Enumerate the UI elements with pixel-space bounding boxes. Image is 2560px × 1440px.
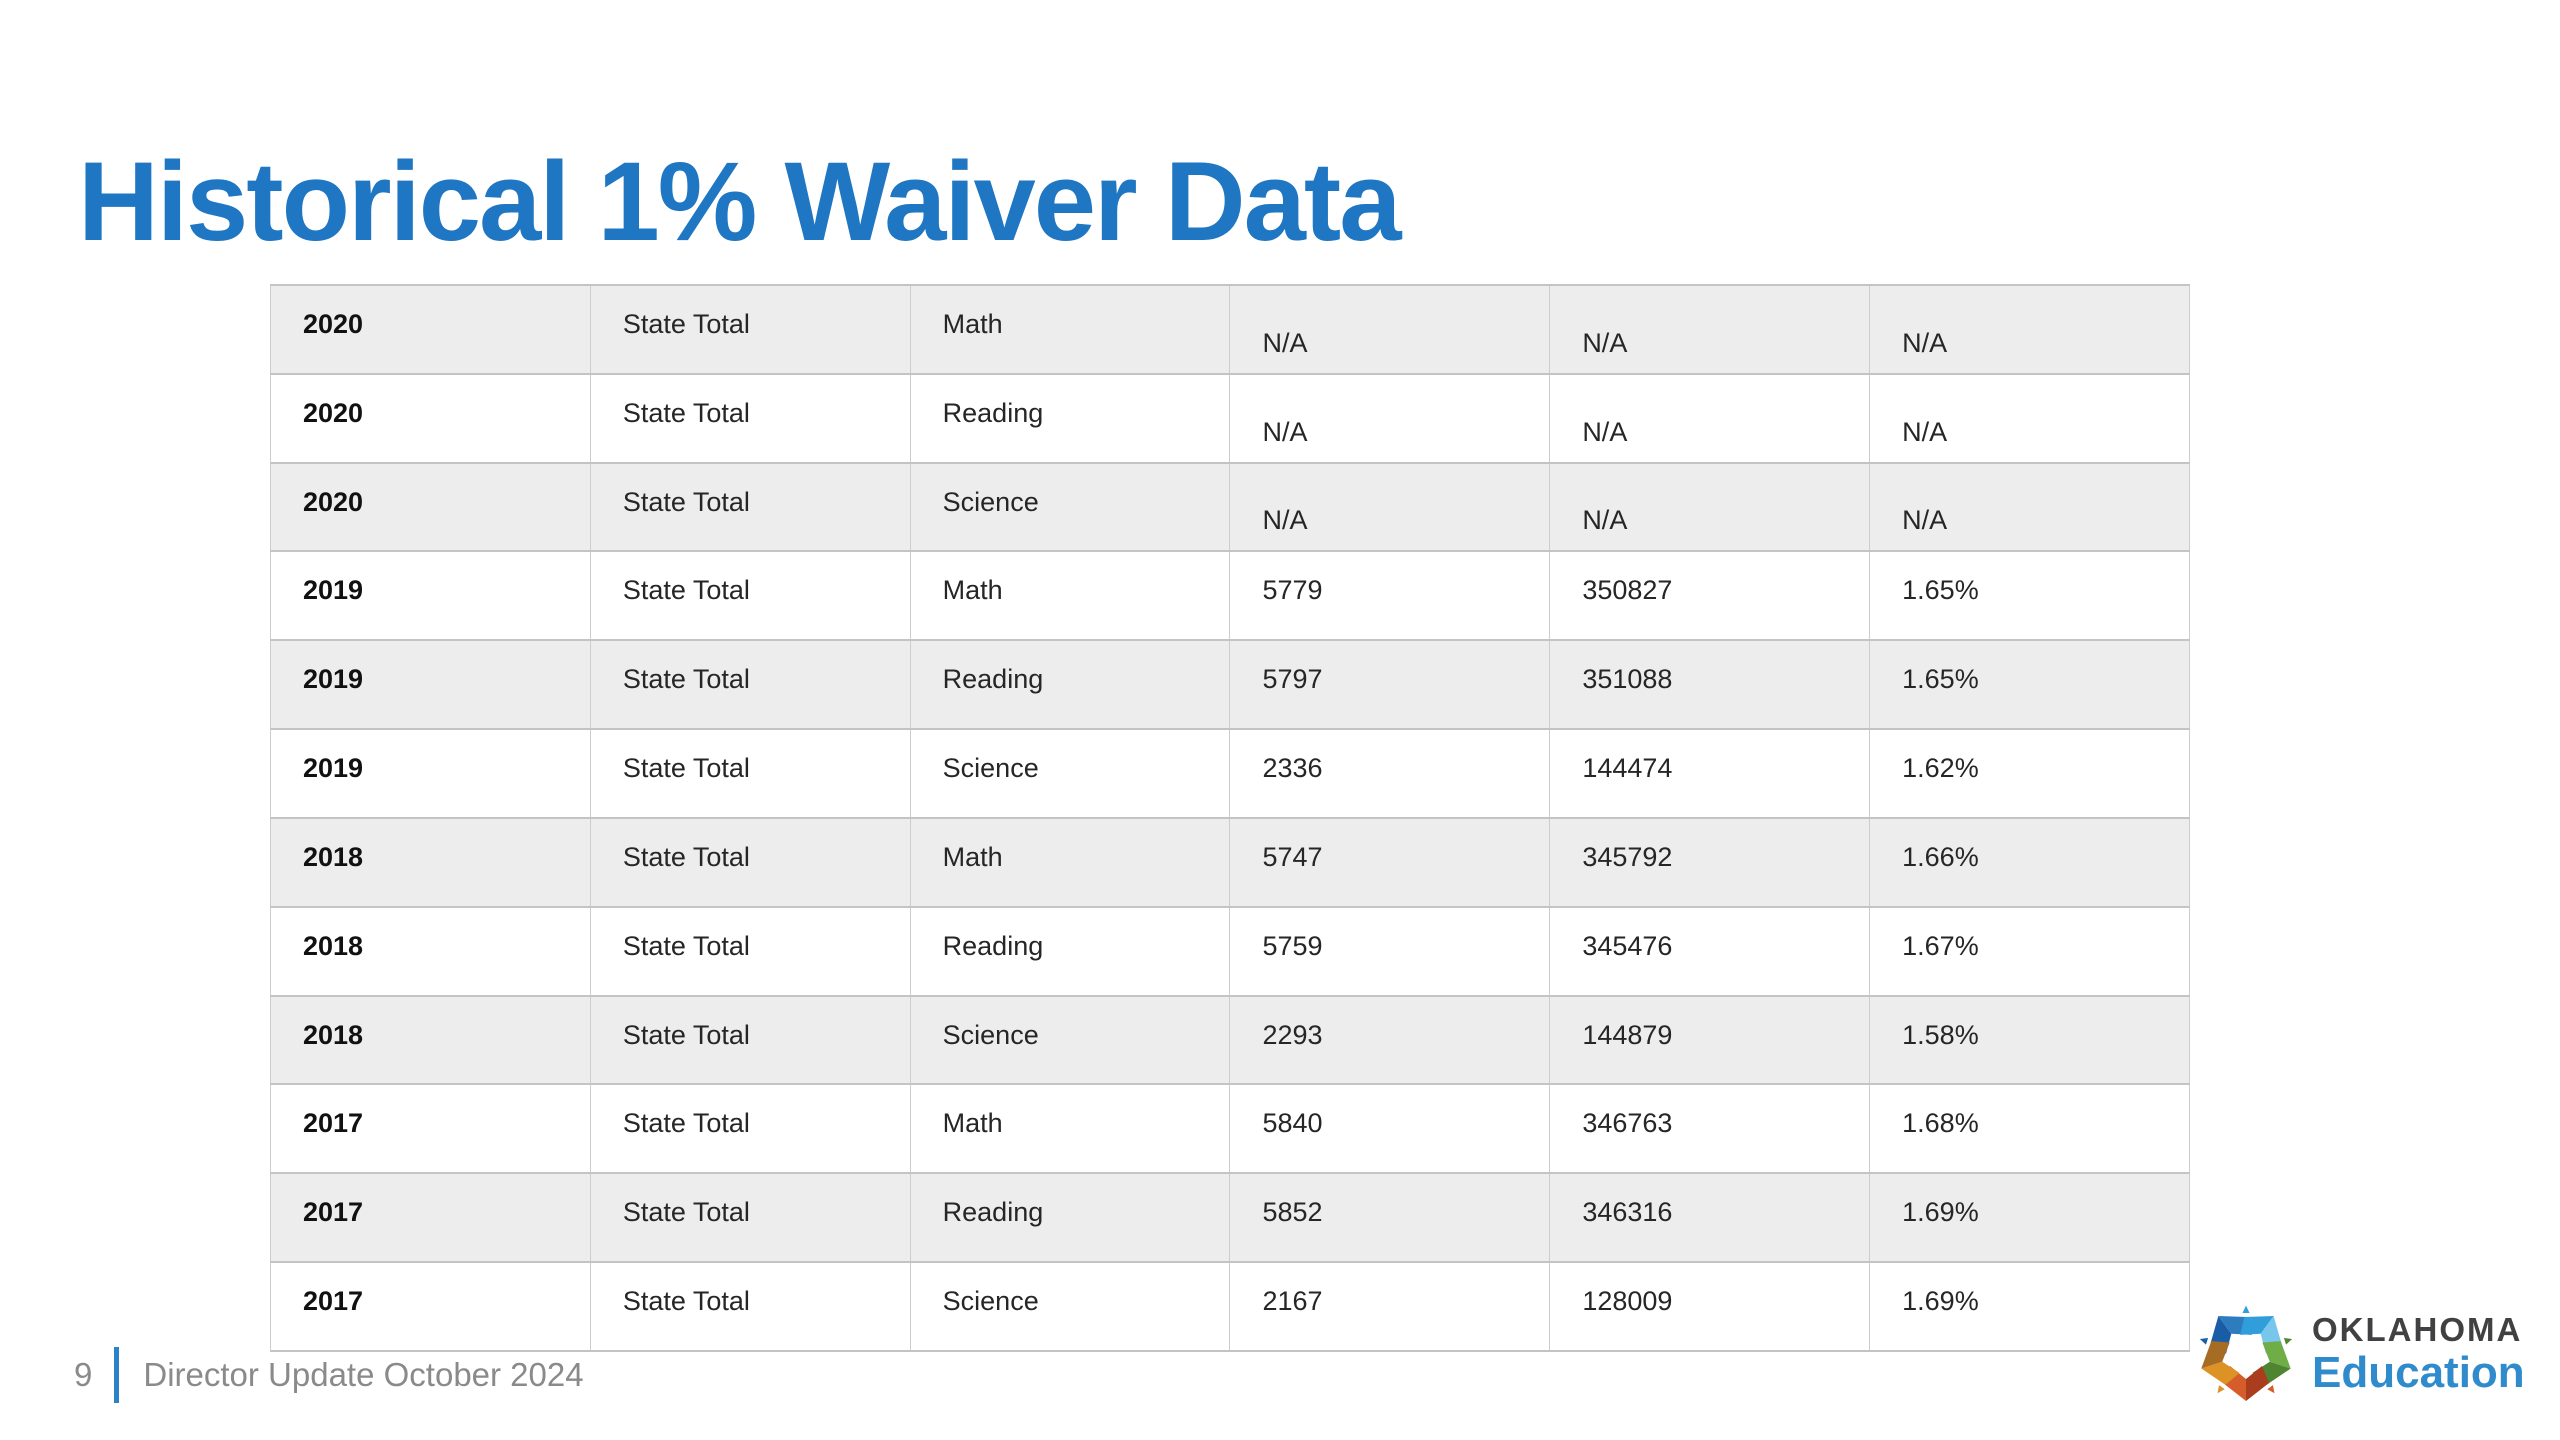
cell-total: 346763 bbox=[1549, 1083, 1871, 1175]
cell-count: 5797 bbox=[1229, 639, 1551, 731]
cell-year: 2018 bbox=[270, 905, 591, 997]
table-row: 2019 State Total Reading 5797 351088 1.65% bbox=[270, 639, 2190, 731]
cell-subject: Science bbox=[909, 728, 1231, 819]
cell-total: 350827 bbox=[1549, 550, 1871, 642]
table-row: 2017 State Total Math 5840 346763 1.68% bbox=[270, 1083, 2190, 1175]
page-number: 9 bbox=[74, 1356, 93, 1393]
cell-year: 2017 bbox=[270, 1083, 591, 1175]
cell-count: 5779 bbox=[1229, 550, 1551, 642]
table-row: 2019 State Total Math 5779 350827 1.65% bbox=[270, 550, 2190, 642]
cell-total: 345476 bbox=[1549, 905, 1871, 997]
cell-group: State Total bbox=[589, 284, 911, 375]
waiver-data-table: 2020 State Total Math N/A N/A N/A 2020 State To… bbox=[270, 284, 2190, 1352]
cell-percent: 1.68% bbox=[1869, 1083, 2190, 1175]
table-row: 2018 State Total Science 2293 144879 1.58% bbox=[270, 994, 2190, 1086]
cell-total: N/A bbox=[1549, 461, 1871, 553]
cell-year: 2017 bbox=[270, 1172, 591, 1264]
cell-percent: 1.58% bbox=[1869, 994, 2190, 1086]
cell-subject: Math bbox=[909, 550, 1231, 642]
cell-subject: Math bbox=[909, 1083, 1231, 1175]
cell-year: 2019 bbox=[270, 728, 591, 819]
cell-group: State Total bbox=[589, 728, 911, 819]
cell-percent: N/A bbox=[1869, 372, 2190, 464]
cell-group: State Total bbox=[589, 461, 911, 553]
cell-total: N/A bbox=[1549, 284, 1871, 375]
cell-year: 2019 bbox=[270, 639, 591, 731]
logo-line1: OKLAHOMA bbox=[2312, 1310, 2523, 1348]
cell-count: N/A bbox=[1229, 372, 1551, 464]
cell-total: 144474 bbox=[1549, 728, 1871, 819]
logo-text: OKLAHOMA Education bbox=[2312, 1310, 2525, 1398]
cell-year: 2018 bbox=[270, 994, 591, 1086]
cell-subject: Reading bbox=[909, 1172, 1231, 1264]
cell-subject: Reading bbox=[909, 372, 1231, 464]
cell-count: 5840 bbox=[1229, 1083, 1551, 1175]
table-row: 2018 State Total Math 5747 345792 1.66% bbox=[270, 816, 2190, 908]
cell-year: 2018 bbox=[270, 816, 591, 908]
table-row: 2017 State Total Reading 5852 346316 1.69% bbox=[270, 1172, 2190, 1264]
cell-group: State Total bbox=[589, 1083, 911, 1175]
cell-count: N/A bbox=[1229, 284, 1551, 375]
cell-year: 2020 bbox=[270, 284, 591, 375]
cell-group: State Total bbox=[589, 1172, 911, 1264]
cell-percent: 1.62% bbox=[1869, 728, 2190, 819]
cell-percent: 1.69% bbox=[1869, 1261, 2190, 1352]
cell-group: State Total bbox=[589, 905, 911, 997]
cell-year: 2020 bbox=[270, 461, 591, 553]
cell-group: State Total bbox=[589, 816, 911, 908]
table-row: 2020 State Total Math N/A N/A N/A bbox=[270, 284, 2190, 375]
cell-subject: Math bbox=[909, 284, 1231, 375]
cell-total: 346316 bbox=[1549, 1172, 1871, 1264]
cell-year: 2017 bbox=[270, 1261, 591, 1352]
cell-percent: 1.66% bbox=[1869, 816, 2190, 908]
oklahoma-education-logo: OKLAHOMA Education bbox=[2196, 1296, 2525, 1412]
table-row: 2020 State Total Science N/A N/A N/A bbox=[270, 461, 2190, 553]
logo-line2: Education bbox=[2312, 1348, 2525, 1398]
page-title: Historical 1% Waiver Data bbox=[78, 139, 1402, 264]
cell-subject: Science bbox=[909, 461, 1231, 553]
cell-subject: Science bbox=[909, 1261, 1231, 1352]
table-row: 2020 State Total Reading N/A N/A N/A bbox=[270, 372, 2190, 464]
cell-subject: Reading bbox=[909, 905, 1231, 997]
cell-group: State Total bbox=[589, 550, 911, 642]
cell-year: 2019 bbox=[270, 550, 591, 642]
cell-group: State Total bbox=[589, 372, 911, 464]
cell-percent: 1.65% bbox=[1869, 550, 2190, 642]
cell-percent: 1.67% bbox=[1869, 905, 2190, 997]
cell-count: 2336 bbox=[1229, 728, 1551, 819]
slide-footer: 9 Director Update October 2024 bbox=[74, 1345, 584, 1405]
cell-group: State Total bbox=[589, 994, 911, 1086]
cell-percent: N/A bbox=[1869, 284, 2190, 375]
cell-count: 5759 bbox=[1229, 905, 1551, 997]
table-row: 2018 State Total Reading 5759 345476 1.67% bbox=[270, 905, 2190, 997]
cell-percent: N/A bbox=[1869, 461, 2190, 553]
cell-group: State Total bbox=[589, 639, 911, 731]
cell-count: 2293 bbox=[1229, 994, 1551, 1086]
cell-subject: Reading bbox=[909, 639, 1231, 731]
table-row: 2019 State Total Science 2336 144474 1.62% bbox=[270, 728, 2190, 819]
cell-total: 128009 bbox=[1549, 1261, 1871, 1352]
cell-subject: Math bbox=[909, 816, 1231, 908]
cell-percent: 1.65% bbox=[1869, 639, 2190, 731]
cell-year: 2020 bbox=[270, 372, 591, 464]
cell-count: 2167 bbox=[1229, 1261, 1551, 1352]
table-row: 2017 State Total Science 2167 128009 1.69% bbox=[270, 1261, 2190, 1352]
footer-divider bbox=[114, 1347, 120, 1403]
cell-total: 345792 bbox=[1549, 816, 1871, 908]
cell-total: N/A bbox=[1549, 372, 1871, 464]
cell-subject: Science bbox=[909, 994, 1231, 1086]
cell-count: 5747 bbox=[1229, 816, 1551, 908]
cell-count: N/A bbox=[1229, 461, 1551, 553]
cell-total: 351088 bbox=[1549, 639, 1871, 731]
cell-total: 144879 bbox=[1549, 994, 1871, 1086]
cell-percent: 1.69% bbox=[1869, 1172, 2190, 1264]
footer-text: Director Update October 2024 bbox=[143, 1356, 584, 1393]
cell-count: 5852 bbox=[1229, 1172, 1551, 1264]
cell-group: State Total bbox=[589, 1261, 911, 1352]
oklahoma-star-icon bbox=[2199, 1305, 2293, 1401]
